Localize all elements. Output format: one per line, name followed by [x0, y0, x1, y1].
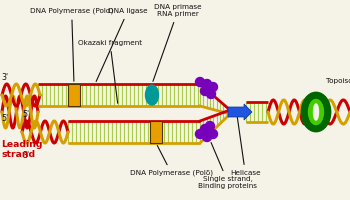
Ellipse shape — [302, 93, 330, 131]
Text: 5': 5' — [1, 114, 8, 123]
Text: Topoiso: Topoiso — [326, 78, 350, 84]
Circle shape — [203, 132, 211, 142]
Ellipse shape — [302, 93, 330, 131]
Circle shape — [196, 77, 204, 86]
Text: Helicase: Helicase — [230, 111, 261, 176]
FancyArrow shape — [228, 104, 252, 120]
Circle shape — [203, 79, 211, 88]
Bar — [150, 121, 162, 143]
Circle shape — [201, 124, 210, 134]
Ellipse shape — [309, 100, 323, 124]
Text: DNA primase
RNA primer: DNA primase RNA primer — [153, 4, 202, 81]
Circle shape — [209, 82, 217, 92]
Ellipse shape — [146, 85, 159, 105]
Text: DNA Polymerase (Polα): DNA Polymerase (Polα) — [30, 8, 113, 81]
Circle shape — [209, 130, 217, 138]
Text: Okazaki fragment: Okazaki fragment — [78, 40, 142, 103]
Text: DNA ligase: DNA ligase — [96, 8, 148, 81]
Text: Single strand,
Binding proteins: Single strand, Binding proteins — [198, 143, 258, 189]
Text: DNA Polymerase (Polδ): DNA Polymerase (Polδ) — [130, 145, 213, 176]
Circle shape — [201, 86, 210, 96]
Text: 3': 3' — [1, 73, 8, 82]
Ellipse shape — [308, 99, 323, 124]
Text: 5': 5' — [22, 110, 29, 119]
Bar — [68, 84, 80, 106]
Circle shape — [206, 90, 216, 98]
Circle shape — [205, 121, 215, 130]
Ellipse shape — [314, 104, 318, 120]
Circle shape — [196, 130, 204, 138]
Text: 3': 3' — [22, 151, 29, 160]
Text: Leading
strand: Leading strand — [1, 140, 42, 159]
